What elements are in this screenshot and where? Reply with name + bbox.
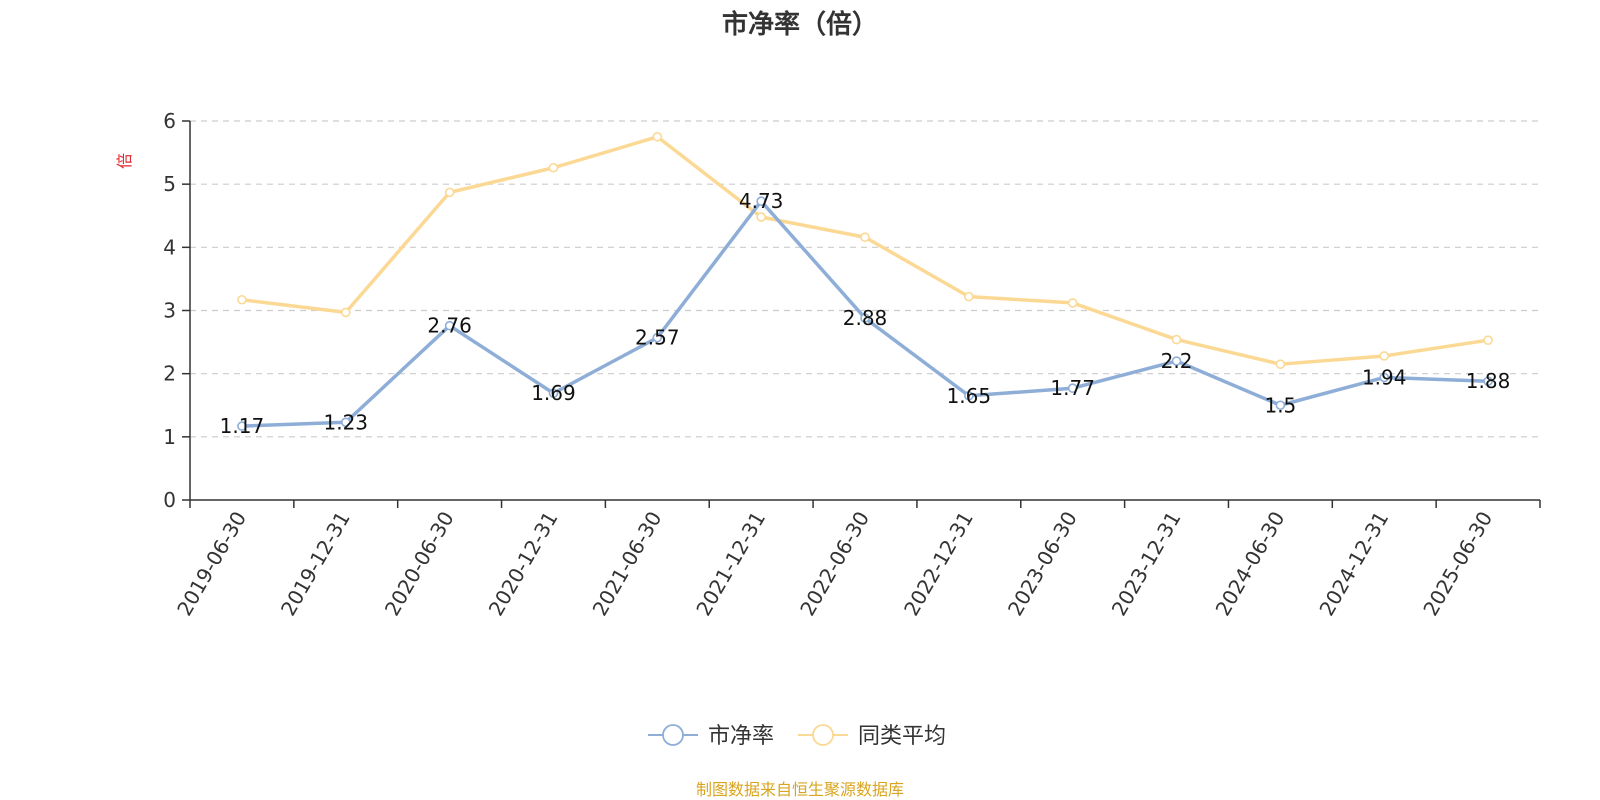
x-tick-label: 2022-12-31 <box>899 507 978 620</box>
legend-label: 市净率 <box>708 724 774 749</box>
y-tick-label: 1 <box>163 425 176 449</box>
x-tick-label: 2020-06-30 <box>380 507 459 620</box>
series-lines <box>237 131 1493 431</box>
data-label: 2.57 <box>635 326 680 350</box>
legend-marker <box>662 724 684 746</box>
x-tick-label: 2024-06-30 <box>1211 507 1290 620</box>
data-label: 1.23 <box>324 410 369 434</box>
data-point <box>548 162 559 173</box>
legend-label: 同类平均 <box>858 724 946 749</box>
data-point <box>652 131 663 142</box>
data-point <box>1171 334 1182 345</box>
data-label: 2.2 <box>1161 349 1193 373</box>
data-point <box>1379 372 1390 383</box>
data-label: 1.88 <box>1466 369 1511 393</box>
x-tick-label: 2019-06-30 <box>172 507 251 620</box>
x-tick-label: 2024-12-31 <box>1314 507 1393 620</box>
chart-title: 市净率（倍） <box>721 10 878 40</box>
x-tick-label: 2020-12-31 <box>484 507 563 620</box>
data-point <box>340 307 351 318</box>
y-tick-label: 5 <box>163 172 176 196</box>
y-tick-label: 0 <box>163 488 176 512</box>
data-point <box>1275 400 1286 411</box>
data-point <box>1067 298 1078 308</box>
data-point <box>1483 376 1493 387</box>
grid-lines <box>190 120 1540 438</box>
data-point <box>1379 351 1390 361</box>
x-tick-label: 2019-12-31 <box>276 507 355 620</box>
x-tick-label: 2021-12-31 <box>691 507 770 620</box>
x-tick-label: 2023-12-31 <box>1107 507 1186 620</box>
data-label: 1.65 <box>947 384 992 408</box>
data-label: 1.94 <box>1362 365 1407 389</box>
y-tick-label: 4 <box>163 235 176 259</box>
x-tick-label: 2025-06-30 <box>1418 507 1497 620</box>
data-point <box>444 187 455 198</box>
legend: 市净率 同类平均 <box>648 724 946 749</box>
axes: 0 1 2 3 4 5 6 2019-06-30 2019-12-31 2020-06-30 202… <box>163 109 1541 620</box>
data-point <box>756 196 766 207</box>
data-point <box>860 232 870 243</box>
data-label: 2.88 <box>843 306 888 330</box>
data-point <box>1067 383 1078 393</box>
data-point <box>1171 356 1182 366</box>
data-point <box>548 388 559 399</box>
x-tick-label: 2021-06-30 <box>587 507 666 620</box>
data-label: 1.17 <box>220 414 265 438</box>
x-tick-label: 2023-06-30 <box>1003 507 1082 620</box>
data-label: 1.5 <box>1264 393 1296 417</box>
data-label: 1.69 <box>531 381 576 405</box>
data-label: 1.77 <box>1050 376 1095 400</box>
x-tick-label: 2022-06-30 <box>795 507 874 620</box>
y-tick-label: 2 <box>163 362 176 386</box>
data-point <box>444 320 455 331</box>
data-point <box>652 332 663 343</box>
legend-marker <box>812 724 834 746</box>
data-point <box>964 390 974 401</box>
data-point <box>756 212 766 222</box>
data-point <box>340 417 351 428</box>
data-label: 4.73 <box>739 189 784 213</box>
y-axis-title: 倍 <box>115 153 134 169</box>
data-labels: 1.17 1.23 2.76 1.69 2.57 4.73 2.88 1.65 1.77 2.2 1… <box>220 189 1511 438</box>
data-point <box>1275 359 1286 369</box>
data-point <box>964 291 974 302</box>
y-tick-label: 6 <box>163 109 176 133</box>
data-point <box>237 294 247 305</box>
data-label: 2.76 <box>427 314 472 338</box>
data-point <box>860 313 870 323</box>
data-point <box>1483 335 1493 345</box>
y-tick-label: 3 <box>163 299 176 323</box>
source-note: 制图数据来自恒生聚源数据库 <box>695 780 904 799</box>
data-point <box>237 421 247 431</box>
